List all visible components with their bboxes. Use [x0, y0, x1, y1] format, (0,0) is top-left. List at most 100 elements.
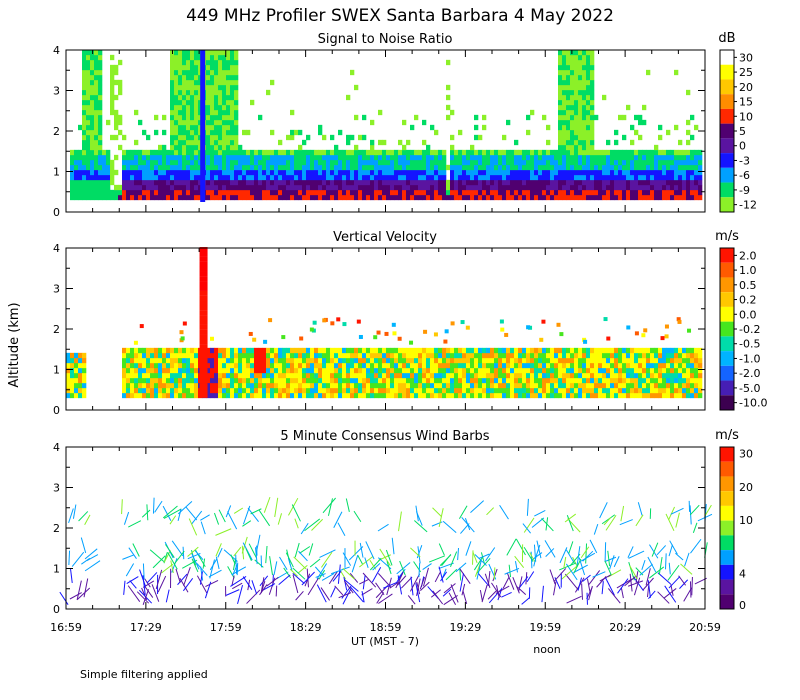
snr-cell [630, 154, 635, 161]
velocity-cell [466, 352, 471, 359]
velocity-cell [610, 362, 615, 369]
snr-cell [562, 84, 567, 91]
snr-cell [578, 184, 583, 191]
wind-barb [142, 589, 150, 605]
snr-cell [562, 59, 567, 66]
velocity-x-ticks [65, 248, 706, 410]
snr-cell [114, 119, 119, 126]
velocity-cell [402, 377, 407, 384]
wind-barb [163, 508, 182, 519]
snr-cell [658, 184, 663, 191]
snr-cell [78, 164, 83, 171]
snr-cell [462, 164, 467, 171]
wind-barb [440, 571, 448, 582]
velocity-cell [514, 387, 519, 394]
snr-cell [570, 124, 575, 131]
snr-cell [110, 54, 115, 61]
snr-cell [170, 74, 175, 81]
velocity-cell [541, 319, 546, 324]
velocity-cell [318, 372, 323, 379]
wind-barb [259, 584, 268, 596]
velocity-cell [406, 382, 411, 389]
snr-cell [570, 179, 575, 186]
snr-cell [110, 74, 115, 81]
snr-cell [554, 174, 559, 181]
snr-cell [406, 189, 411, 196]
velocity-cell [666, 347, 671, 354]
snr-cell [430, 149, 435, 156]
snr-cell [486, 169, 491, 176]
snr-cell [678, 179, 683, 186]
snr-cell [690, 184, 695, 191]
snr-cell [198, 89, 203, 96]
snr-cell [626, 164, 631, 171]
snr-cell [106, 194, 111, 201]
snr-cell [114, 169, 119, 176]
snr-cell [234, 139, 239, 146]
snr-cell [666, 194, 671, 201]
wind-barb [549, 569, 556, 585]
snr-cell [82, 59, 87, 66]
velocity-cell [522, 382, 527, 389]
snr-cell [106, 184, 111, 191]
snr-cell [562, 149, 567, 156]
velocity-cell [686, 352, 691, 359]
snr-cell [666, 154, 671, 161]
velocity-cell [294, 382, 299, 389]
colorbar-swatch [720, 321, 734, 337]
wind-barb [157, 575, 167, 593]
velocity-cell [558, 387, 563, 394]
velocity-cell [662, 392, 667, 399]
velocity-cell [154, 362, 159, 369]
velocity-cell [630, 357, 635, 364]
velocity-cell [82, 362, 87, 369]
snr-cell [398, 159, 403, 166]
snr-cell [446, 94, 451, 101]
snr-cell [586, 114, 591, 121]
wind-barb [191, 558, 199, 573]
snr-stripe [200, 50, 206, 202]
snr-cell [198, 139, 203, 146]
snr-cell [514, 179, 519, 186]
snr-cell [626, 194, 631, 201]
snr-cell [294, 189, 299, 196]
snr-x-ticks [65, 50, 706, 212]
wind-barb [592, 571, 606, 578]
velocity-cell [210, 387, 215, 394]
snr-cell [590, 194, 595, 201]
snr-cell [350, 164, 355, 171]
snr-cell [186, 154, 191, 161]
velocity-cell [542, 392, 547, 399]
snr-cell [502, 169, 507, 176]
y-axis-label: Altitude (km) [7, 302, 22, 387]
colorbar-label: 15 [739, 96, 753, 109]
velocity-cell [650, 362, 655, 369]
colorbar-label: -9 [739, 184, 750, 197]
snr-cell [394, 184, 399, 191]
velocity-cell [594, 377, 599, 384]
snr-cell [114, 189, 119, 196]
snr-cell [586, 154, 591, 161]
snr-cell [370, 139, 375, 146]
velocity-cell [470, 357, 475, 364]
wind-x-tick-labels: 16:59 17:29 17:59 18:29 18:59 19:29 19:59 20:29… [50, 621, 721, 634]
velocity-cell [658, 367, 663, 374]
snr-cell [570, 139, 575, 146]
snr-cell [142, 129, 147, 136]
wind-barb [445, 568, 458, 581]
snr-cell [414, 189, 419, 196]
snr-cell [570, 69, 575, 76]
velocity-cell [474, 357, 479, 364]
colorbar-label: 1.0 [739, 264, 757, 277]
velocity-cell [462, 377, 467, 384]
velocity-cell [466, 362, 471, 369]
snr-cell [102, 179, 107, 186]
snr-cell [558, 54, 563, 61]
snr-cell [506, 189, 511, 196]
snr-cell [234, 159, 239, 166]
velocity-cell [610, 367, 615, 374]
velocity-cell [494, 382, 499, 389]
snr-cell [258, 114, 263, 121]
snr-cell [98, 69, 103, 76]
snr-cell [74, 164, 79, 171]
